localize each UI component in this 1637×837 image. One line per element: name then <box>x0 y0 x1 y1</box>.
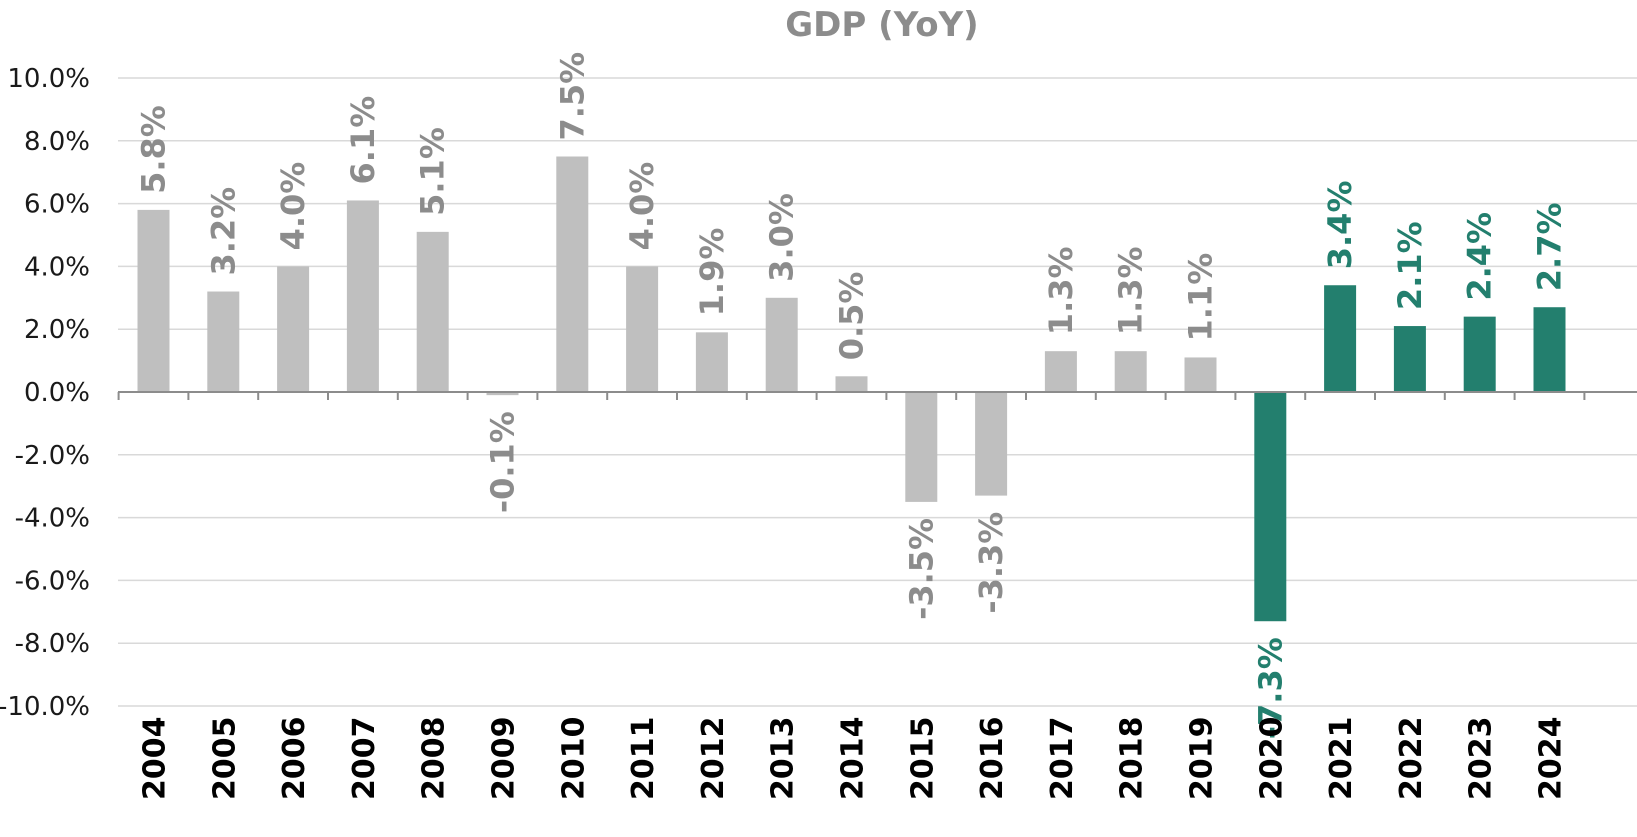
x-tick-label-2009: 2009 <box>487 717 522 801</box>
y-tick-label: -10.0% <box>0 692 90 722</box>
data-label-2008: 5.1% <box>414 127 452 216</box>
x-tick-label-2019: 2019 <box>1185 717 1220 801</box>
data-label-2015: -3.5% <box>902 518 940 620</box>
y-tick-label: -8.0% <box>15 629 90 659</box>
bar-2009 <box>486 392 519 396</box>
x-tick-label-2015: 2015 <box>905 717 940 801</box>
data-label-2021: 3.4% <box>1321 180 1359 269</box>
x-tick-label-2023: 2023 <box>1464 717 1499 801</box>
y-tick-label: -6.0% <box>15 566 90 596</box>
y-tick-label: 8.0% <box>24 127 90 157</box>
bar-2015 <box>905 392 938 502</box>
y-tick-label: 4.0% <box>24 252 90 282</box>
bar-2008 <box>416 231 449 392</box>
data-label-2009: -0.1% <box>484 411 522 513</box>
data-label-2022: 2.1% <box>1391 221 1429 310</box>
bar-2005 <box>207 291 240 392</box>
data-labels: 5.8% 3.2% 4.0% 6.1% 5.1% -0.1% 7.5% 4.0% 1.9% 3.0… <box>135 52 1569 740</box>
data-label-2005: 3.2% <box>204 187 242 276</box>
data-label-2019: 1.1% <box>1182 253 1220 342</box>
x-axis <box>117 391 1637 400</box>
y-axis-ticks: -10.0% -8.0% -6.0% -4.0% -2.0% 0.0% 2.0% 4.0% 6.… <box>0 64 90 722</box>
y-tick-label: 2.0% <box>24 315 90 345</box>
y-tick-label: 6.0% <box>24 190 90 220</box>
data-label-2017: 1.3% <box>1042 246 1080 335</box>
bar-2022 <box>1393 326 1426 392</box>
bar-2024 <box>1533 307 1566 392</box>
data-label-2014: 0.5% <box>833 272 871 361</box>
data-label-2020: -7.3% <box>1251 637 1289 739</box>
x-tick-label-2010: 2010 <box>556 717 591 801</box>
bar-2023 <box>1463 316 1496 392</box>
bar-2013 <box>765 297 798 392</box>
x-tick-label-2011: 2011 <box>626 717 661 801</box>
x-tick-label-2005: 2005 <box>207 717 242 801</box>
bar-2007 <box>346 200 379 392</box>
data-label-2007: 6.1% <box>344 96 382 185</box>
bar-2017 <box>1044 351 1077 392</box>
bar-2019 <box>1184 357 1217 392</box>
y-tick-label: 0.0% <box>24 378 90 408</box>
x-tick-label-2014: 2014 <box>836 717 871 801</box>
data-label-2016: -3.3% <box>972 512 1010 614</box>
chart-title: GDP (YoY) <box>785 5 978 45</box>
bar-2021 <box>1324 285 1357 392</box>
data-label-2004: 5.8% <box>135 105 173 194</box>
x-axis-ticks: 2004 2005 2006 2007 2008 2009 2010 2011 2012 2013… <box>138 717 1569 801</box>
bar-2020 <box>1254 392 1287 622</box>
x-tick-label-2016: 2016 <box>975 717 1010 801</box>
y-tick-label: -4.0% <box>15 504 90 534</box>
bar-2016 <box>975 392 1008 496</box>
x-tick-label-2024: 2024 <box>1534 717 1569 801</box>
data-label-2023: 2.4% <box>1461 212 1499 301</box>
x-tick-label-2018: 2018 <box>1115 717 1150 801</box>
data-label-2013: 3.0% <box>763 193 801 282</box>
x-tick-label-2007: 2007 <box>347 717 382 801</box>
x-tick-label-2008: 2008 <box>417 717 452 801</box>
bar-2004 <box>137 209 170 392</box>
y-tick-label: 10.0% <box>7 64 90 94</box>
x-tick-label-2012: 2012 <box>696 717 731 801</box>
x-tick-label-2020: 2020 <box>1254 717 1289 801</box>
data-label-2006: 4.0% <box>274 162 312 251</box>
data-label-2010: 7.5% <box>553 52 591 141</box>
data-label-2024: 2.7% <box>1531 202 1569 291</box>
x-tick-label-2006: 2006 <box>277 717 312 801</box>
x-tick-label-2013: 2013 <box>766 717 801 801</box>
data-label-2012: 1.9% <box>693 228 731 317</box>
bar-2014 <box>835 376 868 392</box>
x-tick-label-2017: 2017 <box>1045 717 1080 801</box>
data-label-2018: 1.3% <box>1112 246 1150 335</box>
bar-2006 <box>277 266 310 392</box>
bar-2018 <box>1114 351 1147 392</box>
x-tick-label-2022: 2022 <box>1394 717 1429 801</box>
bars <box>137 156 1566 622</box>
x-tick-label-2004: 2004 <box>138 717 173 801</box>
bar-2010 <box>556 156 589 392</box>
x-tick-label-2021: 2021 <box>1324 717 1359 801</box>
bar-2012 <box>695 332 728 392</box>
y-tick-label: -2.0% <box>15 441 90 471</box>
bar-2011 <box>626 266 659 392</box>
data-label-2011: 4.0% <box>623 162 661 251</box>
